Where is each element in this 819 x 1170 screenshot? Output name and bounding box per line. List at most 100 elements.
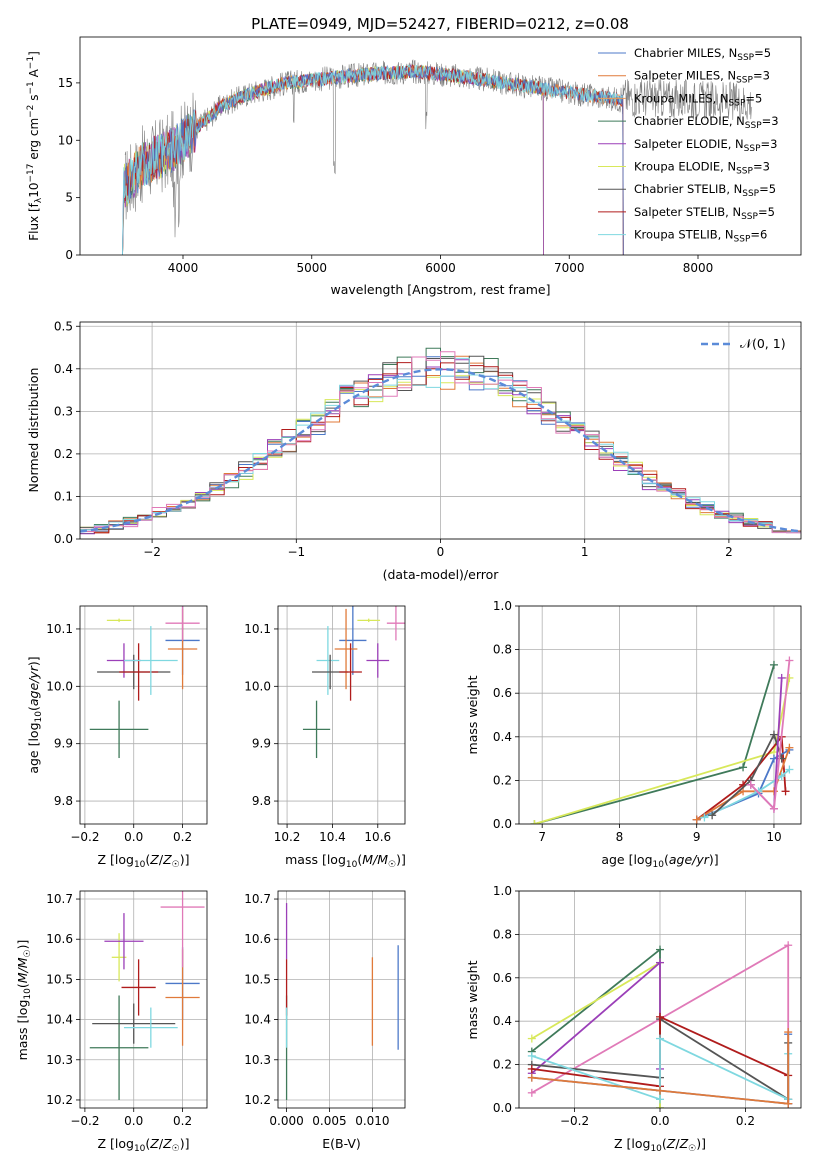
axes-frame (518, 890, 802, 1109)
x-tick-label: 0.000 (269, 1114, 303, 1128)
y-tick-label: 10.4 (46, 1013, 73, 1027)
y-tick-label: 10.4 (244, 1013, 271, 1027)
x-axis-label: wavelength [Angstrom, rest frame] (330, 282, 550, 297)
x-tick-label: 0.2 (173, 1114, 192, 1128)
y-axis-label: Flux [fλ10−17 erg cm−2 s−1 A−1] (26, 51, 44, 241)
x-axis-label: Z [log10(Z/Z☉)] (97, 852, 189, 870)
x-tick-label: 10.4 (319, 830, 346, 844)
x-tick-label: 7 (538, 830, 546, 844)
model-spectrum-line (122, 64, 624, 255)
legend-label: Kroupa STELIB, NSSP=6 (634, 228, 767, 245)
y-tick-label: 0.2 (493, 1058, 512, 1072)
x-tick-label: 4000 (168, 261, 199, 275)
x-tick-label: 10 (766, 830, 781, 844)
y-tick-label: 0.4 (493, 1014, 512, 1028)
weight-line (534, 677, 791, 824)
x-tick-label: 0.0 (124, 1114, 143, 1128)
x-tick-label: −0.2 (560, 1114, 589, 1128)
y-tick-label: 10.0 (46, 679, 73, 693)
y-tick-label: 0.3 (54, 404, 73, 418)
x-tick-label: 8000 (683, 261, 714, 275)
y-tick-label: 0 (65, 248, 73, 262)
x-axis-label: age [log10(age/yr)] (601, 852, 718, 870)
legend-label: Chabrier MILES, NSSP=5 (634, 46, 771, 63)
y-tick-label: 9.8 (54, 794, 73, 808)
gaussian-reference-curve (80, 368, 801, 533)
x-tick-label: 0.2 (173, 830, 192, 844)
y-tick-label: 0.6 (493, 971, 512, 985)
y-tick-label: 0.1 (54, 489, 73, 503)
axes-frame (277, 605, 406, 825)
axes-frame (79, 321, 802, 540)
legend: Chabrier MILES, NSSP=5 Salpeter MILES, NS… (598, 46, 779, 245)
x-axis-label: Z [log10(Z/Z☉)] (614, 1136, 706, 1154)
y-tick-label: 10.2 (244, 1093, 271, 1107)
y-tick-label: 9.9 (252, 737, 271, 751)
model-spectrum-line (122, 64, 623, 255)
y-tick-label: 0.5 (54, 319, 73, 333)
x-axis-label: (data-model)/error (383, 567, 500, 582)
x-tick-label: 6000 (425, 261, 456, 275)
x-tick-label: 7000 (554, 261, 585, 275)
y-tick-label: 10.3 (244, 1053, 271, 1067)
weight-vs-age-panel: 7 8 9 10 0.0 0.2 0.4 0.6 0.8 1.0 age [log10(age/yr… (465, 599, 802, 870)
y-tick-label: 0.4 (493, 730, 512, 744)
x-tick-label: 5000 (296, 261, 327, 275)
legend-label: Salpeter MILES, NSSP=3 (634, 69, 770, 86)
axes-frame (79, 605, 208, 825)
legend-label: Chabrier ELODIE, NSSP=3 (634, 114, 779, 131)
axes-frame (518, 605, 802, 825)
legend-label: Chabrier STELIB, NSSP=5 (634, 182, 776, 199)
y-axis-label: age [log10(age/yr)] (26, 656, 44, 773)
axes-frame (79, 36, 802, 256)
x-tick-label: −1 (287, 545, 305, 559)
y-tick-label: 0.0 (493, 1101, 512, 1115)
axes-frame (277, 890, 406, 1109)
y-tick-label: 9.9 (54, 737, 73, 751)
legend-label: Kroupa MILES, NSSP=5 (634, 91, 762, 108)
x-axis-label: mass [log10(M/M☉)] (285, 852, 406, 870)
y-tick-label: 1.0 (493, 599, 512, 613)
x-tick-label: 1 (581, 545, 589, 559)
y-tick-label: 10.7 (244, 892, 271, 906)
legend-label: Salpeter STELIB, NSSP=5 (634, 205, 775, 222)
mass-vs-extinction-panel: 0.000 0.005 0.010 10.2 10.3 10.4 10.5 10.6 10.7 E… (244, 890, 406, 1151)
y-tick-label: 10.1 (244, 622, 271, 636)
y-tick-label: 10.3 (46, 1053, 73, 1067)
y-tick-label: 0.4 (54, 362, 73, 376)
y-tick-label: 10 (58, 133, 73, 147)
y-tick-label: 10.0 (244, 679, 271, 693)
x-tick-label: −0.2 (70, 830, 99, 844)
y-tick-label: 0.2 (54, 447, 73, 461)
y-tick-label: 0.6 (493, 686, 512, 700)
x-axis-label: Z [log10(Z/Z☉)] (97, 1136, 189, 1154)
x-tick-label: −2 (143, 545, 161, 559)
x-tick-label: 0.0 (124, 830, 143, 844)
residual-histogram-step (80, 351, 801, 534)
x-tick-label: 0.0 (650, 1114, 669, 1128)
y-tick-label: 15 (58, 76, 73, 90)
x-tick-label: −0.2 (70, 1114, 99, 1128)
spectrum-panel: 4000 5000 6000 7000 8000 0 5 10 15 wavelength [An… (26, 36, 802, 297)
y-tick-label: 0.0 (493, 817, 512, 831)
x-tick-label: 9 (693, 830, 701, 844)
weight-line (704, 768, 790, 819)
legend-label: 𝒩(0, 1) (740, 336, 786, 351)
x-tick-label: 2 (725, 545, 733, 559)
y-tick-label: 10.1 (46, 622, 73, 636)
axes-frame (79, 890, 208, 1109)
residuals-panel: −2 −1 0 1 2 0.0 0.1 0.2 0.3 0.4 0.5 𝒩(0, 1) (data-mo… (26, 319, 802, 582)
y-tick-label: 10.5 (46, 972, 73, 986)
y-tick-label: 10.2 (46, 1093, 73, 1107)
y-tick-label: 10.6 (244, 932, 271, 946)
y-tick-label: 0.8 (493, 643, 512, 657)
y-axis-label: mass [log10(M/M☉)] (15, 940, 33, 1061)
y-axis-label: Normed distribution (26, 368, 41, 493)
weight-line (534, 664, 775, 824)
x-tick-label: 10.2 (274, 830, 301, 844)
x-tick-label: 0 (437, 545, 445, 559)
y-tick-label: 5 (65, 191, 73, 205)
weight-line (531, 1032, 790, 1105)
y-tick-label: 10.5 (244, 972, 271, 986)
